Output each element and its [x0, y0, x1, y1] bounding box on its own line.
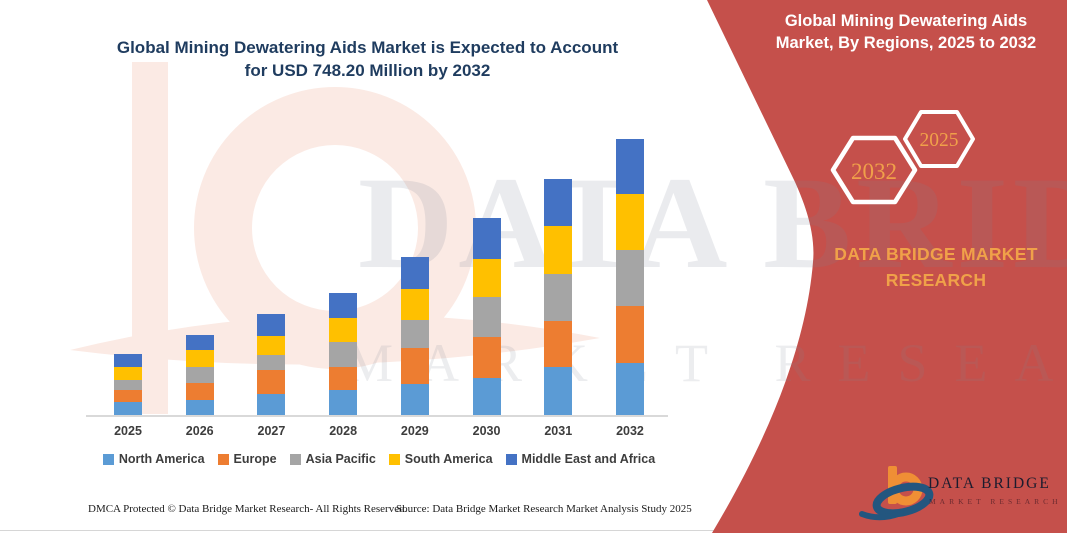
- bar-segment: [329, 292, 358, 318]
- bar-segment: [544, 226, 573, 274]
- legend-label: Middle East and Africa: [521, 452, 656, 466]
- legend-swatch: [289, 453, 301, 465]
- bar-segment: [185, 350, 214, 368]
- chart-main-title-line1: Global Mining Dewatering Aids Market is …: [116, 38, 619, 57]
- bar-segment: [329, 367, 358, 390]
- bar-segment: [472, 297, 501, 338]
- bar-segment: [616, 138, 644, 194]
- chart-main-title: Global Mining Dewatering Aids Market is …: [80, 36, 655, 82]
- x-axis-tick-label: 2031: [544, 424, 573, 438]
- bar-segment: [544, 320, 573, 368]
- bar-segment: [472, 258, 501, 298]
- x-axis-line: [86, 415, 668, 417]
- bar-segment: [114, 354, 142, 368]
- bar-segment: [257, 313, 286, 336]
- bar-segment: [544, 179, 573, 227]
- legend-item: Asia Pacific: [289, 452, 376, 466]
- source-note: Source: Data Bridge Market Research Mark…: [396, 503, 692, 515]
- bar-segment: [329, 341, 358, 367]
- bar-segment: [329, 389, 358, 415]
- bar-segment: [185, 399, 214, 415]
- dmca-notice: DMCA Protected © Data Bridge Market Rese…: [88, 503, 408, 515]
- x-axis-tick-label: 2028: [329, 424, 358, 438]
- bar-segment: [329, 318, 358, 342]
- bar-segment: [472, 218, 501, 259]
- bar-segment: [400, 320, 429, 349]
- bar-segment: [114, 401, 142, 415]
- bar-segment: [544, 367, 573, 415]
- legend-label: North America: [118, 452, 205, 466]
- bar-segment: [544, 273, 573, 321]
- bar-segment: [400, 257, 429, 290]
- legend-swatch: [102, 453, 114, 465]
- bar-segment: [257, 354, 286, 370]
- bar-segment: [400, 289, 429, 321]
- legend-swatch: [217, 453, 229, 465]
- legend-item: Europe: [217, 452, 277, 466]
- x-axis-tick-label: 2032: [616, 424, 644, 438]
- bar-segment: [616, 194, 644, 251]
- legend-label: Asia Pacific: [305, 452, 376, 466]
- bar-segment: [616, 305, 644, 363]
- legend-label: South America: [404, 452, 493, 466]
- legend-swatch: [388, 453, 400, 465]
- stacked-bar-chart: Global Mining Dewatering Aids Market is …: [80, 36, 674, 466]
- bar-segment: [185, 334, 214, 350]
- x-axis-tick-label: 2029: [400, 424, 429, 438]
- legend-swatch: [505, 453, 517, 465]
- bar-segment: [114, 389, 142, 402]
- page-bottom-border: [0, 530, 1067, 531]
- legend-label: Europe: [233, 452, 277, 466]
- bar-segment: [185, 367, 214, 383]
- bar-segment: [257, 335, 286, 355]
- bar-segment: [257, 394, 286, 415]
- x-axis-tick-label: 2025: [114, 424, 142, 438]
- x-axis-tick-label: 2027: [257, 424, 286, 438]
- legend-item: South America: [388, 452, 493, 466]
- bar-segment: [400, 348, 429, 384]
- x-axis-tick-label: 2030: [472, 424, 501, 438]
- bar-segment: [472, 377, 501, 415]
- chart-main-title-line2: for USD 748.20 Million by 2032: [244, 61, 491, 80]
- legend-item: North America: [102, 452, 205, 466]
- legend-item: Middle East and Africa: [505, 452, 656, 466]
- bar-segment: [616, 250, 644, 306]
- bar-segment: [472, 337, 501, 378]
- bar-segment: [114, 379, 142, 390]
- bar-segment: [616, 362, 644, 415]
- x-axis-tick-label: 2026: [185, 424, 214, 438]
- bar-segment: [185, 382, 214, 400]
- bar-segment: [114, 367, 142, 380]
- bar-segment: [400, 383, 429, 415]
- chart-legend: North America Europe Asia Pacific South Ame…: [84, 452, 674, 466]
- bar-segment: [257, 370, 286, 395]
